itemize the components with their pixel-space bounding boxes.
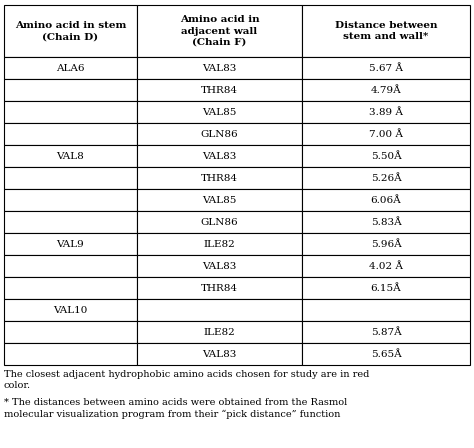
- Text: Amino acid in stem
(Chain D): Amino acid in stem (Chain D): [15, 21, 126, 41]
- Bar: [302, 145, 470, 167]
- Bar: [302, 189, 470, 211]
- Bar: [137, 101, 302, 123]
- Text: 5.67 Å: 5.67 Å: [369, 64, 403, 73]
- Text: THR84: THR84: [201, 86, 238, 95]
- Text: Distance between
stem and wall*: Distance between stem and wall*: [335, 21, 438, 41]
- Bar: [302, 79, 470, 101]
- Bar: [137, 145, 302, 167]
- Text: GLN86: GLN86: [201, 217, 238, 227]
- Bar: [137, 167, 302, 189]
- Text: GLN86: GLN86: [201, 129, 238, 138]
- Text: VAL85: VAL85: [202, 195, 237, 204]
- Text: VAL83: VAL83: [202, 262, 237, 271]
- Text: THR84: THR84: [201, 284, 238, 293]
- Text: 4.02 Å: 4.02 Å: [369, 262, 403, 271]
- Bar: [4, 343, 137, 365]
- Text: 6.06Å: 6.06Å: [371, 195, 401, 204]
- Bar: [4, 299, 137, 321]
- Bar: [4, 101, 137, 123]
- Text: VAL83: VAL83: [202, 151, 237, 160]
- Bar: [4, 211, 137, 233]
- Text: THR84: THR84: [201, 173, 238, 182]
- Bar: [137, 211, 302, 233]
- Bar: [137, 57, 302, 79]
- Bar: [302, 299, 470, 321]
- Bar: [137, 299, 302, 321]
- Text: ILE82: ILE82: [204, 327, 236, 336]
- Bar: [4, 123, 137, 145]
- Bar: [137, 255, 302, 277]
- Bar: [4, 167, 137, 189]
- Bar: [4, 277, 137, 299]
- Bar: [302, 123, 470, 145]
- Bar: [137, 233, 302, 255]
- Bar: [302, 321, 470, 343]
- Bar: [302, 277, 470, 299]
- Text: ILE82: ILE82: [204, 240, 236, 249]
- Bar: [4, 57, 137, 79]
- Text: VAL83: VAL83: [202, 64, 237, 73]
- Bar: [137, 189, 302, 211]
- Bar: [4, 5, 137, 57]
- Text: VAL9: VAL9: [56, 240, 84, 249]
- Text: The closest adjacent hydrophobic amino acids chosen for study are in red
color.: The closest adjacent hydrophobic amino a…: [4, 370, 369, 391]
- Bar: [4, 233, 137, 255]
- Bar: [137, 343, 302, 365]
- Text: ALA6: ALA6: [56, 64, 85, 73]
- Bar: [302, 233, 470, 255]
- Text: 5.83Å: 5.83Å: [371, 217, 401, 227]
- Text: VAL8: VAL8: [56, 151, 84, 160]
- Text: 7.00 Å: 7.00 Å: [369, 129, 403, 138]
- Bar: [302, 57, 470, 79]
- Text: 5.26Å: 5.26Å: [371, 173, 401, 182]
- Text: 5.50Å: 5.50Å: [371, 151, 401, 160]
- Text: Amino acid in
adjacent wall
(Chain F): Amino acid in adjacent wall (Chain F): [180, 15, 259, 47]
- Bar: [302, 167, 470, 189]
- Text: VAL83: VAL83: [202, 349, 237, 358]
- Bar: [302, 255, 470, 277]
- Text: 6.15Å: 6.15Å: [371, 284, 401, 293]
- Text: 3.89 Å: 3.89 Å: [369, 108, 403, 116]
- Bar: [4, 189, 137, 211]
- Bar: [4, 145, 137, 167]
- Text: 5.87Å: 5.87Å: [371, 327, 401, 336]
- Text: * The distances between amino acids were obtained from the Rasmol
molecular visu: * The distances between amino acids were…: [4, 398, 347, 419]
- Bar: [302, 343, 470, 365]
- Text: VAL10: VAL10: [53, 306, 88, 314]
- Text: VAL85: VAL85: [202, 108, 237, 116]
- Bar: [302, 101, 470, 123]
- Bar: [137, 123, 302, 145]
- Text: 5.96Å: 5.96Å: [371, 240, 401, 249]
- Bar: [137, 321, 302, 343]
- Bar: [137, 79, 302, 101]
- Bar: [4, 79, 137, 101]
- Bar: [302, 211, 470, 233]
- Bar: [137, 277, 302, 299]
- Bar: [4, 321, 137, 343]
- Bar: [137, 5, 302, 57]
- Bar: [4, 255, 137, 277]
- Text: 5.65Å: 5.65Å: [371, 349, 401, 358]
- Text: 4.79Å: 4.79Å: [371, 86, 401, 95]
- Bar: [302, 5, 470, 57]
